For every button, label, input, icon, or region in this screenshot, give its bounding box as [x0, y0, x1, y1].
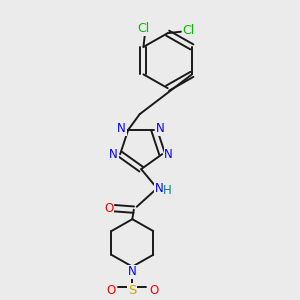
Text: Cl: Cl [182, 24, 194, 37]
Text: N: N [164, 148, 173, 160]
Text: N: N [156, 122, 164, 135]
Text: N: N [109, 148, 118, 160]
Text: H: H [163, 184, 172, 197]
Text: N: N [117, 122, 126, 135]
Text: N: N [128, 266, 137, 278]
Text: O: O [106, 284, 116, 297]
Text: S: S [128, 284, 136, 297]
Text: O: O [104, 202, 113, 215]
Text: Cl: Cl [137, 22, 150, 35]
Text: O: O [149, 284, 158, 297]
Text: N: N [154, 182, 163, 195]
